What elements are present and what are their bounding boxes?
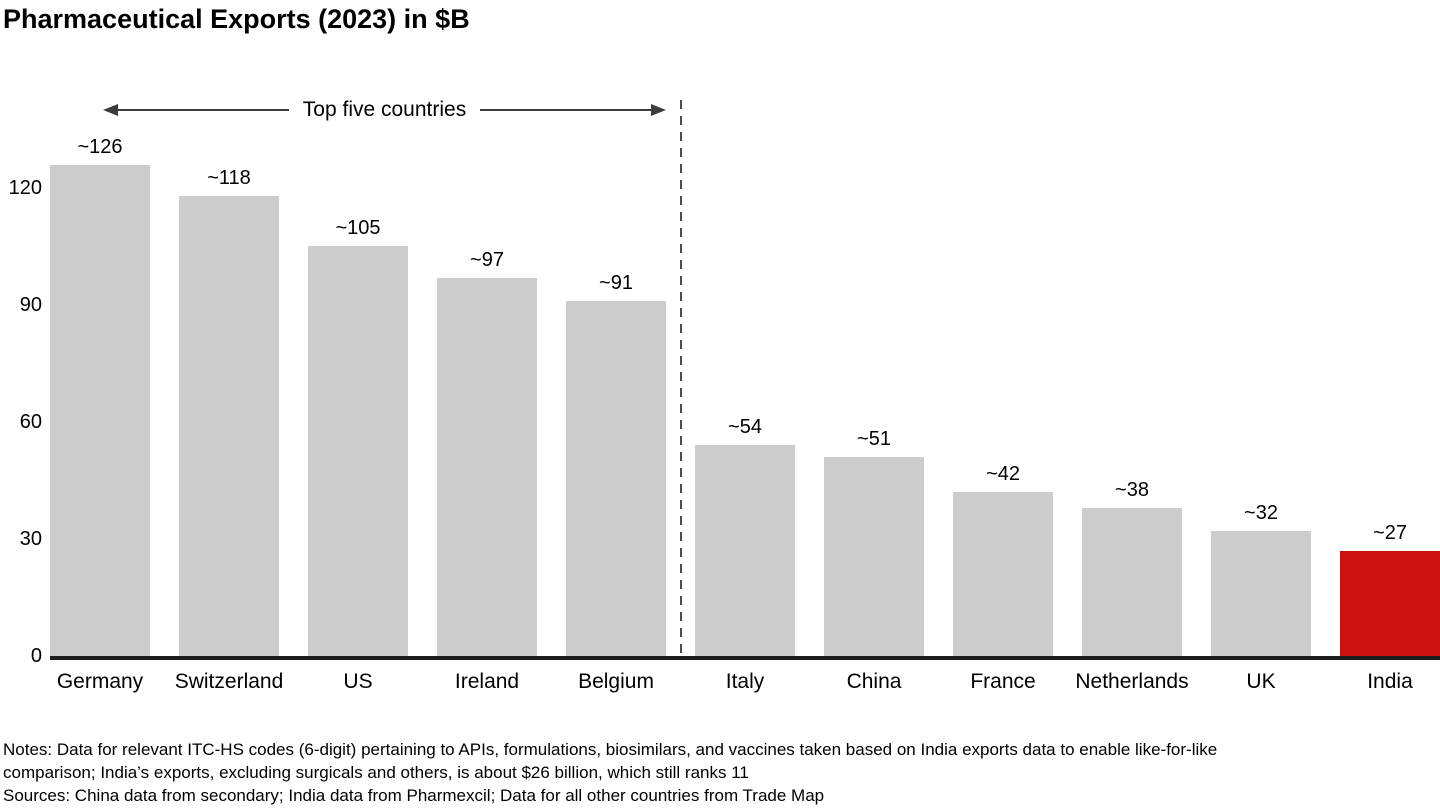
top-five-divider-line	[680, 100, 682, 656]
x-axis-baseline	[50, 656, 1440, 660]
bar-netherlands	[1082, 508, 1182, 656]
y-tick-60: 60	[19, 411, 42, 433]
x-label-uk: UK	[1246, 670, 1276, 693]
value-label-netherlands: ~38	[1115, 479, 1149, 501]
x-label-switzerland: Switzerland	[174, 670, 284, 693]
annotation-label: Top five countries	[302, 98, 467, 121]
arrow-right-icon	[651, 104, 667, 116]
y-tick-30: 30	[19, 528, 42, 550]
x-label-india: India	[1367, 670, 1413, 693]
sources-line: Sources: China data from secondary; Indi…	[3, 786, 825, 805]
bar-italy	[695, 445, 795, 656]
bar-china	[824, 457, 924, 656]
x-label-netherlands: Netherlands	[1075, 670, 1189, 693]
value-label-us: ~105	[335, 217, 381, 239]
notes-line-1: Notes: Data for relevant ITC-HS codes (6…	[3, 740, 1218, 759]
x-label-china: China	[846, 670, 902, 693]
arrow-line-right	[480, 109, 652, 111]
arrow-line-left	[118, 109, 289, 111]
x-label-us: US	[343, 670, 373, 693]
value-label-india: ~27	[1373, 522, 1407, 544]
chart-title: Pharmaceutical Exports (2023) in $B	[3, 4, 470, 34]
value-label-germany: ~126	[77, 136, 123, 158]
y-tick-120: 120	[8, 177, 42, 199]
arrow-left-icon	[103, 104, 118, 116]
bar-uk	[1211, 531, 1311, 656]
top-five-annotation: Top five countries	[103, 97, 667, 123]
value-label-italy: ~54	[728, 416, 762, 438]
x-label-belgium: Belgium	[578, 670, 654, 693]
value-label-uk: ~32	[1244, 502, 1278, 524]
value-label-france: ~42	[986, 463, 1020, 485]
bar-ireland	[437, 278, 537, 656]
bar-france	[953, 492, 1053, 656]
value-label-switzerland: ~118	[207, 167, 251, 189]
x-label-france: France	[970, 670, 1036, 693]
bar-india	[1340, 551, 1440, 656]
notes-line-2: comparison; India’s exports, excluding s…	[3, 763, 749, 782]
y-tick-90: 90	[19, 294, 42, 316]
value-label-china: ~51	[857, 428, 891, 450]
value-label-ireland: ~97	[470, 249, 504, 271]
x-label-germany: Germany	[56, 670, 144, 693]
bar-switzerland	[179, 196, 279, 656]
value-label-belgium: ~91	[599, 272, 633, 294]
bar-belgium	[566, 301, 666, 656]
x-label-ireland: Ireland	[454, 670, 520, 693]
notes-block: Notes: Data for relevant ITC-HS codes (6…	[3, 738, 1440, 807]
y-tick-0: 0	[30, 645, 42, 667]
bar-germany	[50, 165, 150, 656]
bar-us	[308, 246, 408, 656]
x-label-italy: Italy	[725, 670, 765, 693]
